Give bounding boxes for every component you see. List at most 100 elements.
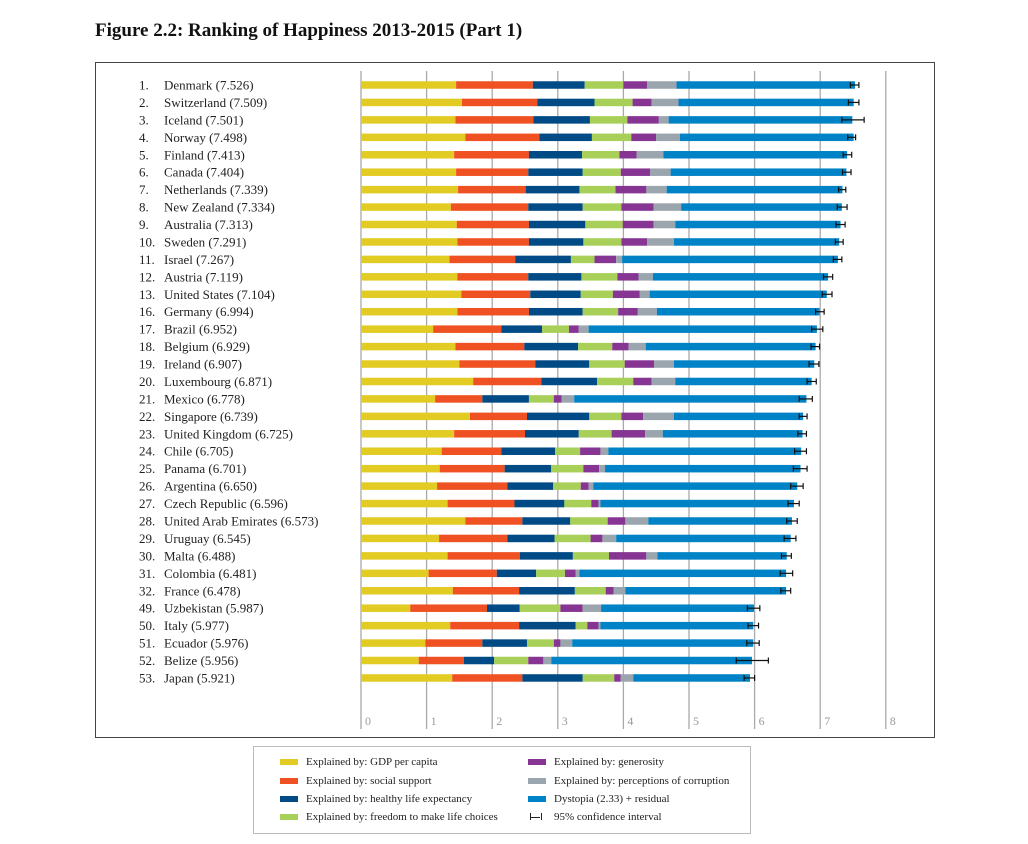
bar-segment [410, 604, 487, 612]
bar-segment [585, 220, 623, 229]
bar-segment [535, 360, 590, 368]
bar-segment [675, 220, 841, 229]
bar-segment [600, 447, 609, 455]
bar-segment [361, 639, 426, 647]
bar-segment [624, 360, 655, 368]
bar-segment [501, 447, 556, 455]
legend-item-ci: 95% confidence interval [528, 810, 662, 824]
bar-segment [582, 168, 621, 176]
country-label: United Arab Emirates (6.573) [164, 514, 319, 529]
bar-segment [617, 273, 639, 281]
bar-segment [652, 273, 829, 281]
bar-segment [361, 552, 448, 560]
bar-segment [587, 621, 599, 630]
bar-segment [361, 621, 451, 630]
confidence-interval-icon [528, 813, 546, 821]
bar-segment [673, 360, 815, 368]
bar-segment [522, 674, 583, 682]
x-tick-label: 3 [562, 714, 568, 728]
bar-segment [666, 185, 843, 194]
bar-segment [608, 447, 802, 455]
bar-segment [653, 220, 676, 229]
bar-segment [532, 81, 585, 89]
bar-segment [553, 639, 561, 647]
bar-segment [361, 325, 434, 333]
bar-row: 53. Japan (5.921) [139, 670, 756, 685]
x-tick-label: 1 [431, 714, 437, 728]
bar-segment [578, 342, 613, 351]
bar-segment [361, 273, 458, 281]
bar-segment [425, 639, 483, 647]
rank-label: 9. [139, 217, 149, 232]
bar-row: 21. Mexico (6.778) [139, 391, 813, 406]
bar-segment [465, 133, 540, 142]
bar-segment [482, 395, 529, 403]
bar-segment [668, 116, 853, 124]
rank-label: 6. [139, 165, 149, 180]
bar-segment [612, 342, 629, 351]
bar-segment [663, 151, 848, 159]
bar-segment [670, 168, 847, 176]
bar-segment [627, 116, 659, 124]
bar-segment [590, 534, 603, 543]
legend-swatch [528, 759, 546, 765]
legend-label: Explained by: healthy life expectancy [306, 793, 473, 805]
rank-label: 24. [139, 444, 155, 459]
bar-segment [651, 98, 679, 107]
rank-label: 7. [139, 182, 149, 197]
bar-segment [418, 656, 464, 665]
bar-segment [632, 98, 652, 107]
bar-segment [662, 430, 803, 438]
country-label: Argentina (6.650) [164, 479, 257, 494]
bar-segment [537, 98, 595, 107]
bar-segment [528, 656, 544, 665]
bar-segment [608, 552, 647, 560]
bar-segment [656, 307, 820, 316]
bar-row: 32. France (6.478) [139, 583, 792, 598]
bar-segment [457, 307, 529, 316]
bar-segment [553, 482, 581, 490]
bar-segment [572, 552, 609, 560]
bar-segment [579, 569, 787, 578]
legend-item-corruption: Explained by: perceptions of corruption [528, 774, 729, 788]
bar-segment [582, 203, 622, 211]
country-label: Brazil (6.952) [164, 322, 237, 337]
bar-segment [578, 325, 589, 333]
bar-segment [528, 307, 583, 316]
bar-segment [463, 656, 495, 665]
bar-segment [575, 569, 580, 578]
bar-segment [583, 464, 600, 473]
bar-segment [528, 203, 583, 211]
bar-segment [526, 412, 590, 421]
legend-label: Explained by: perceptions of corruption [554, 775, 730, 787]
bar-segment [519, 552, 573, 560]
country-label: United Kingdom (6.725) [164, 426, 293, 441]
legend-label: Explained by: GDP per capita [306, 756, 438, 768]
bar-segment [519, 587, 575, 595]
bar-segment [625, 587, 787, 595]
legend-swatch [528, 778, 546, 784]
bar-segment [361, 116, 456, 124]
bar-segment [454, 151, 529, 159]
bar-segment [554, 534, 591, 543]
bar-segment [622, 255, 838, 264]
bar-segment [561, 395, 575, 403]
bar-segment [581, 273, 618, 281]
rank-label: 53. [139, 670, 155, 685]
bar-segment [582, 151, 620, 159]
bar-segment [486, 604, 520, 612]
bar-segment [455, 116, 534, 124]
country-label: Uruguay (6.545) [164, 531, 251, 546]
legend-swatch [280, 759, 298, 765]
bar-segment [580, 482, 589, 490]
rank-label: 21. [139, 391, 155, 406]
bar-segment [582, 307, 619, 316]
bar-segment [452, 674, 523, 682]
bar-segment [633, 377, 652, 386]
bar-row: 10. Sweden (7.291) [139, 234, 844, 249]
bar-segment [656, 133, 680, 142]
bar-segment [673, 238, 840, 246]
bar-segment [528, 395, 554, 403]
bar-segment [614, 674, 621, 682]
country-label: New Zealand (7.334) [164, 200, 275, 215]
